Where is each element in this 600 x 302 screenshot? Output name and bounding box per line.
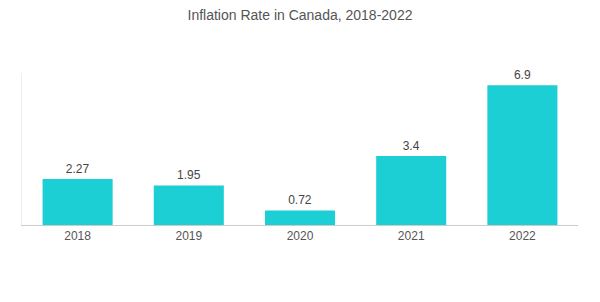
- svg-text:3.4: 3.4: [403, 139, 420, 153]
- svg-text:2019: 2019: [175, 229, 202, 243]
- svg-text:2018: 2018: [64, 229, 91, 243]
- svg-text:1.95: 1.95: [177, 168, 201, 182]
- svg-text:2020: 2020: [287, 229, 314, 243]
- svg-text:2.27: 2.27: [66, 162, 90, 176]
- svg-text:Inflation Rate in Canada, 2018: Inflation Rate in Canada, 2018-2022: [188, 7, 413, 23]
- svg-text:2022: 2022: [509, 229, 536, 243]
- svg-text:6.9: 6.9: [514, 68, 531, 82]
- svg-text:0.72: 0.72: [288, 193, 312, 207]
- svg-text:2021: 2021: [398, 229, 425, 243]
